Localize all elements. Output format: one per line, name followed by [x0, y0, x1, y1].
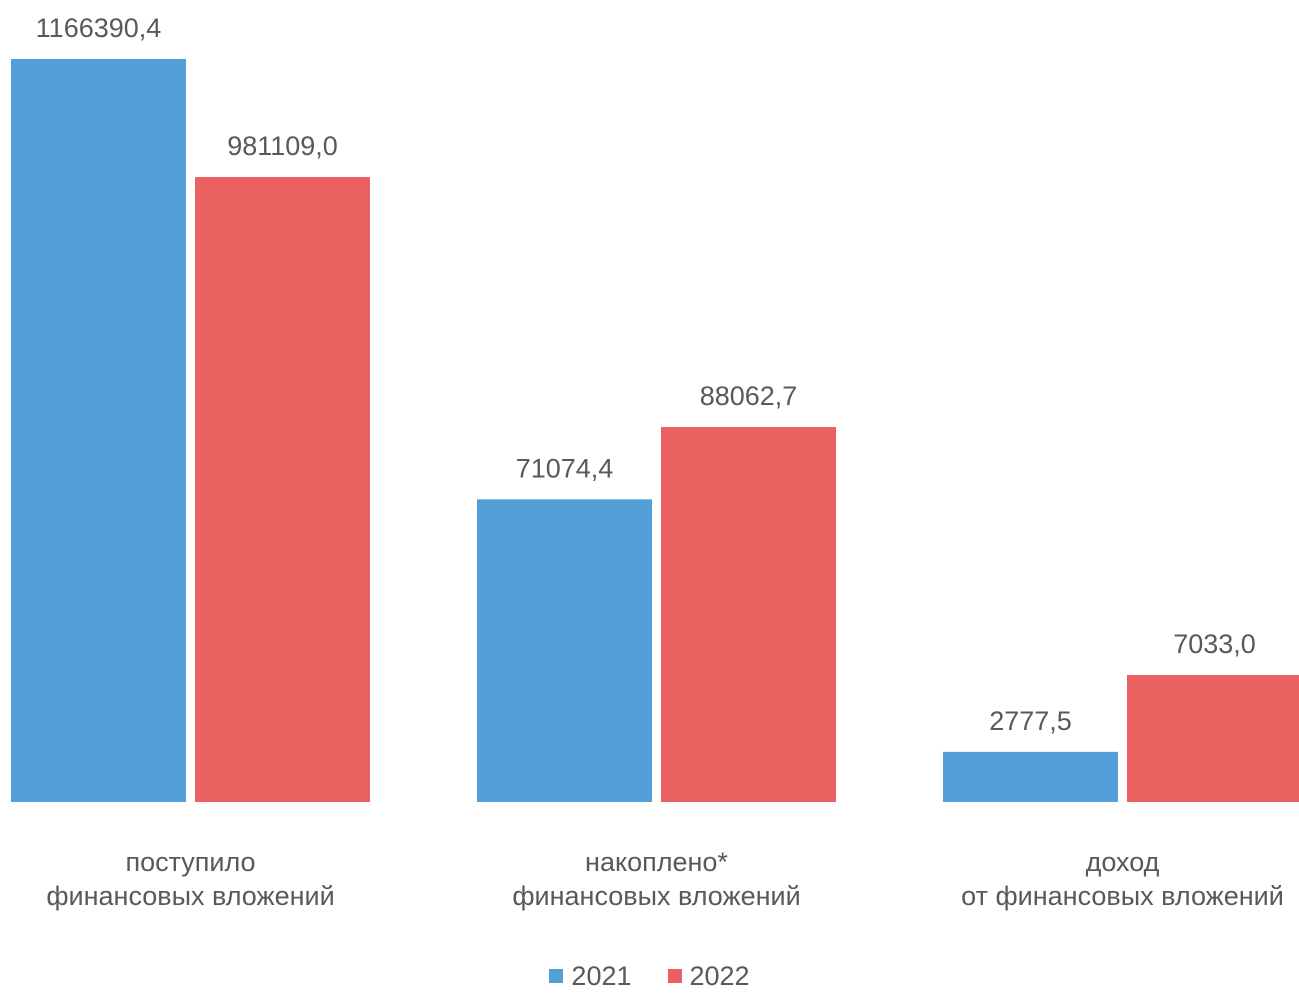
legend-swatch-2022	[667, 969, 682, 983]
bar-2022-group-3	[1127, 675, 1299, 802]
data-label-2022-group-3: 7033,0	[1173, 629, 1256, 659]
category-label-3-line-1: доход	[1086, 847, 1160, 877]
legend-swatch-2021	[549, 969, 564, 983]
data-label-2022-group-1: 981109,0	[227, 131, 338, 161]
category-label-2-line-1: накоплено*	[585, 847, 728, 877]
legend-label-2022: 2022	[689, 960, 750, 991]
bar-2022-group-2	[661, 427, 836, 802]
data-label-2022-group-2: 88062,7	[700, 381, 798, 411]
data-label-2021-group-3: 2777,5	[989, 706, 1072, 736]
bar-2021-group-3	[943, 751, 1118, 802]
legend: 2021 2022	[0, 956, 1299, 996]
legend-label-2021: 2021	[571, 960, 632, 991]
data-label-2021-group-2: 71074,4	[516, 453, 614, 483]
legend-item-2022: 2022	[667, 960, 750, 992]
data-label-2021-group-1: 1166390,4	[36, 13, 162, 43]
category-label-1-line-1: поступило	[125, 847, 255, 877]
legend-item-2021: 2021	[549, 960, 632, 992]
category-label-2-line-2: финансовых вложений	[512, 881, 800, 911]
category-label-1-line-2: финансовых вложений	[46, 881, 334, 911]
bar-2021-group-2	[477, 499, 652, 802]
bar-2021-group-1	[11, 59, 186, 802]
category-label-3-line-2: от финансовых вложений	[961, 881, 1284, 911]
bar-2022-group-1	[195, 177, 370, 802]
